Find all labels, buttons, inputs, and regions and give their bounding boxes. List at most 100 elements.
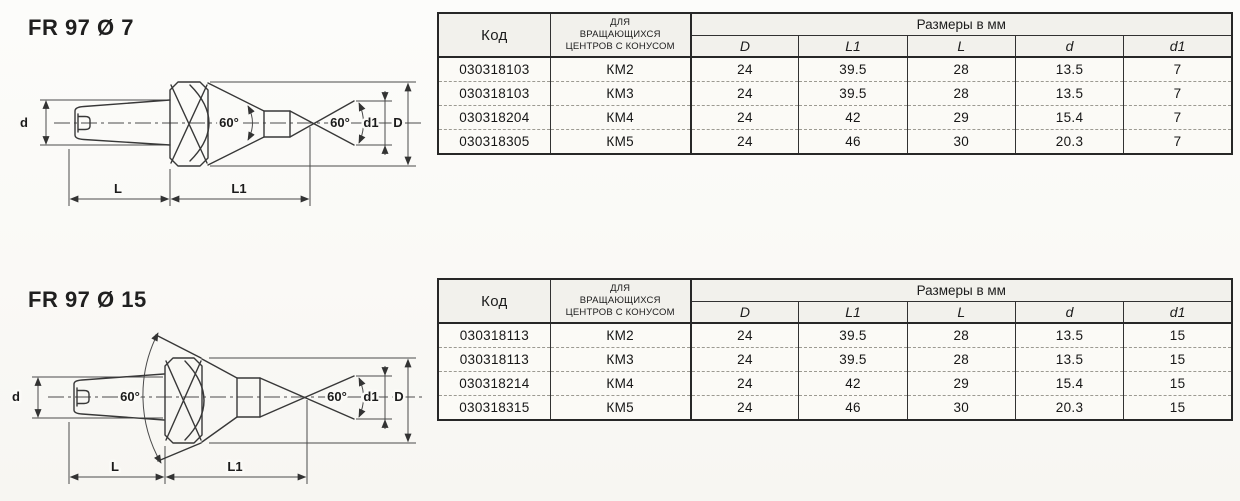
cell-L: 28: [906, 56, 1016, 82]
cell-D: 24: [689, 56, 799, 82]
cell-cone: КМ2: [549, 56, 691, 82]
cell-code: 030318113: [438, 322, 551, 348]
shank-tang: [76, 387, 90, 407]
dimension-labels: d 60° 60° d1 D L L1: [10, 387, 407, 477]
table-header-row: Код ДЛЯ ВРАЩАЮЩИХСЯ ЦЕНТРОВ С КОНУСОМ Ра…: [438, 13, 1232, 57]
cell-d1: 15: [1123, 347, 1232, 372]
cell-L: 29: [906, 371, 1016, 396]
cell-L: 28: [906, 347, 1016, 372]
label-L: L: [111, 459, 119, 474]
cone-edge-extensions: [155, 334, 202, 462]
label-angle-right: 60°: [330, 115, 350, 130]
technical-drawing-fr97-d15: d 60° 60° d1 D L L1: [10, 332, 422, 484]
cell-D: 24: [689, 129, 799, 154]
label-d: d: [12, 389, 20, 404]
cell-d: 15.4: [1014, 105, 1124, 130]
cell-cone: КМ5: [549, 395, 691, 420]
col-header-d1: d1: [1123, 301, 1232, 323]
col-header-cone-line: ВРАЩАЮЩИХСЯ: [579, 295, 661, 307]
cell-d: 13.5: [1014, 56, 1124, 82]
label-angle-left: 60°: [219, 115, 239, 130]
tip-cone: [259, 375, 355, 420]
col-header-code: Код: [438, 279, 551, 323]
cell-d: 13.5: [1014, 322, 1124, 348]
cell-L1: 39.5: [798, 56, 908, 82]
cell-cone: КМ5: [549, 129, 691, 154]
label-L1: L1: [227, 459, 242, 474]
col-header-L: L: [906, 301, 1016, 323]
countersink-cone: [207, 82, 265, 166]
cell-d: 15.4: [1014, 371, 1124, 396]
col-header-L1: L1: [798, 35, 908, 57]
body-block: [164, 357, 203, 444]
cell-L1: 42: [798, 371, 908, 396]
cell-cone: КМ4: [549, 371, 691, 396]
cell-code: 030318204: [438, 105, 551, 130]
cell-L1: 39.5: [798, 347, 908, 372]
cell-cone: КМ2: [549, 322, 691, 348]
table-row: 030318305 КМ5 24 46 30 20.3 7: [438, 129, 1232, 154]
col-header-d: d: [1014, 35, 1124, 57]
cell-L: 29: [906, 105, 1016, 130]
cell-d: 20.3: [1014, 129, 1124, 154]
cell-code: 030318305: [438, 129, 551, 154]
tool-outline: [74, 81, 355, 167]
table-row: 030318103 КМ3 24 39.5 28 13.5 7: [438, 81, 1232, 106]
technical-drawing-fr97-d7: d 60° 60° d1 D L L1: [18, 81, 422, 206]
label-D: D: [394, 389, 403, 404]
col-header-cone: ДЛЯ ВРАЩАЮЩИХСЯ ЦЕНТРОВ С КОНУСОМ: [549, 279, 691, 323]
cell-D: 24: [689, 105, 799, 130]
col-header-d: d: [1014, 301, 1124, 323]
table-header-row: Код ДЛЯ ВРАЩАЮЩИХСЯ ЦЕНТРОВ С КОНУСОМ Ра…: [438, 279, 1232, 323]
cell-L1: 46: [798, 395, 908, 420]
cell-code: 030318103: [438, 81, 551, 106]
dimension-labels: d 60° 60° d1 D L L1: [18, 113, 406, 199]
cell-code: 030318113: [438, 347, 551, 372]
cell-L1: 42: [798, 105, 908, 130]
product-title-fr97-d15: FR 97 Ø 15: [28, 287, 147, 312]
tool-outline: [73, 334, 355, 462]
col-header-D: D: [689, 35, 799, 57]
cell-D: 24: [689, 81, 799, 106]
cell-d1: 15: [1123, 395, 1232, 420]
dimensions-table-fr97-d7: Код ДЛЯ ВРАЩАЮЩИХСЯ ЦЕНТРОВ С КОНУСОМ Ра…: [437, 12, 1233, 155]
dimensions-table-fr97-d15: Код ДЛЯ ВРАЩАЮЩИХСЯ ЦЕНТРОВ С КОНУСОМ Ра…: [437, 278, 1233, 421]
taper-shank: [73, 373, 165, 421]
cell-L1: 39.5: [798, 81, 908, 106]
table-row: 030318113 КМ3 24 39.5 28 13.5 15: [438, 347, 1232, 372]
col-header-L1: L1: [798, 301, 908, 323]
col-header-dimensions: Размеры в мм: [689, 279, 1232, 302]
cell-cone: КМ3: [549, 347, 691, 372]
label-d: d: [20, 115, 28, 130]
dimension-lines: [32, 332, 422, 484]
cell-L: 28: [906, 322, 1016, 348]
label-L: L: [114, 181, 122, 196]
col-header-cone: ДЛЯ ВРАЩАЮЩИХСЯ ЦЕНТРОВ С КОНУСОМ: [549, 13, 691, 57]
table-row: 030318103 КМ2 24 39.5 28 13.5 7: [438, 56, 1232, 82]
table-subheader-row: D L1 L d d1: [438, 301, 1232, 323]
cell-cone: КМ4: [549, 105, 691, 130]
cell-D: 24: [689, 347, 799, 372]
cell-code: 030318315: [438, 395, 551, 420]
col-header-dimensions: Размеры в мм: [689, 13, 1232, 36]
label-D: D: [393, 115, 402, 130]
cell-D: 24: [689, 395, 799, 420]
cell-d1: 15: [1123, 322, 1232, 348]
table-row: 030318113 КМ2 24 39.5 28 13.5 15: [438, 322, 1232, 348]
col-header-cone-line: ЦЕНТРОВ С КОНУСОМ: [565, 306, 675, 318]
cell-d1: 7: [1123, 129, 1232, 154]
label-d1: d1: [363, 115, 378, 130]
col-header-cone-line: ДЛЯ: [610, 17, 631, 29]
col-header-D: D: [689, 301, 799, 323]
cell-code: 030318214: [438, 371, 551, 396]
pilot-neck: [263, 110, 291, 138]
cell-D: 24: [689, 322, 799, 348]
countersink-cone: [201, 358, 238, 443]
product-title-fr97-d7: FR 97 Ø 7: [28, 15, 134, 40]
table-row: 030318214 КМ4 24 42 29 15.4 15: [438, 371, 1232, 396]
cell-d: 13.5: [1014, 347, 1124, 372]
cell-cone: КМ3: [549, 81, 691, 106]
cell-code: 030318103: [438, 56, 551, 82]
cell-L1: 46: [798, 129, 908, 154]
